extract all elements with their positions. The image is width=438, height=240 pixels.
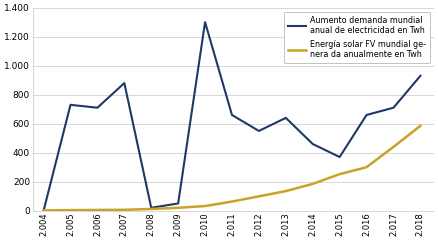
- Aumento demanda mundial
anual de electricidad en Twh: [176, 202, 181, 205]
- Aumento demanda mundial
anual de electricidad en Twh: [418, 74, 423, 77]
- Aumento demanda mundial
anual de electricidad en Twh: [41, 209, 46, 212]
- Energía solar FV mundial ge-
nera da anualmente en Twh: [256, 195, 261, 198]
- Energía solar FV mundial ge-
nera da anualmente en Twh: [310, 182, 315, 185]
- Aumento demanda mundial
anual de electricidad en Twh: [364, 114, 369, 116]
- Aumento demanda mundial
anual de electricidad en Twh: [230, 114, 235, 116]
- Aumento demanda mundial
anual de electricidad en Twh: [256, 130, 261, 132]
- Aumento demanda mundial
anual de electricidad en Twh: [391, 106, 396, 109]
- Line: Energía solar FV mundial ge-
nera da anualmente en Twh: Energía solar FV mundial ge- nera da anu…: [44, 126, 420, 210]
- Aumento demanda mundial
anual de electricidad en Twh: [68, 103, 73, 106]
- Energía solar FV mundial ge-
nera da anualmente en Twh: [364, 166, 369, 169]
- Energía solar FV mundial ge-
nera da anualmente en Twh: [283, 190, 289, 192]
- Energía solar FV mundial ge-
nera da anualmente en Twh: [176, 206, 181, 209]
- Energía solar FV mundial ge-
nera da anualmente en Twh: [418, 124, 423, 127]
- Energía solar FV mundial ge-
nera da anualmente en Twh: [337, 173, 342, 176]
- Energía solar FV mundial ge-
nera da anualmente en Twh: [68, 209, 73, 211]
- Aumento demanda mundial
anual de electricidad en Twh: [202, 21, 208, 24]
- Aumento demanda mundial
anual de electricidad en Twh: [283, 116, 289, 119]
- Aumento demanda mundial
anual de electricidad en Twh: [95, 106, 100, 109]
- Line: Aumento demanda mundial
anual de electricidad en Twh: Aumento demanda mundial anual de electri…: [44, 22, 420, 211]
- Energía solar FV mundial ge-
nera da anualmente en Twh: [122, 208, 127, 211]
- Aumento demanda mundial
anual de electricidad en Twh: [337, 156, 342, 158]
- Aumento demanda mundial
anual de electricidad en Twh: [122, 82, 127, 84]
- Energía solar FV mundial ge-
nera da anualmente en Twh: [95, 209, 100, 211]
- Legend: Aumento demanda mundial
anual de electricidad en Twh, Energía solar FV mundial g: Aumento demanda mundial anual de electri…: [284, 12, 430, 63]
- Aumento demanda mundial
anual de electricidad en Twh: [310, 143, 315, 145]
- Energía solar FV mundial ge-
nera da anualmente en Twh: [391, 145, 396, 148]
- Energía solar FV mundial ge-
nera da anualmente en Twh: [148, 208, 154, 210]
- Aumento demanda mundial
anual de electricidad en Twh: [148, 206, 154, 209]
- Energía solar FV mundial ge-
nera da anualmente en Twh: [202, 205, 208, 208]
- Energía solar FV mundial ge-
nera da anualmente en Twh: [230, 200, 235, 203]
- Energía solar FV mundial ge-
nera da anualmente en Twh: [41, 209, 46, 212]
